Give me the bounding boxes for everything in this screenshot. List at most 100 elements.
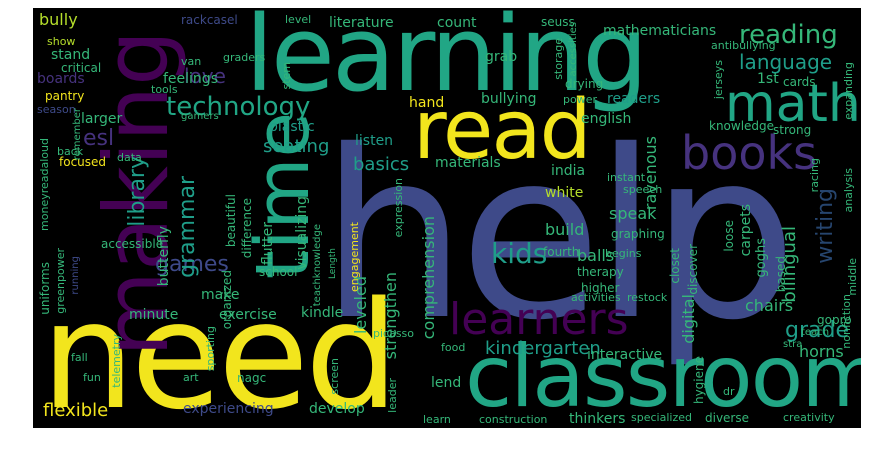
- word-grab: grab: [485, 49, 518, 65]
- word-closet: closet: [668, 248, 682, 284]
- word-speak: speak: [609, 204, 657, 223]
- word-readers: readers: [607, 91, 661, 107]
- word-running: running: [70, 256, 81, 295]
- word-technology: technology: [166, 92, 311, 122]
- word-kindle: kindle: [301, 305, 344, 321]
- word-kindergarten: kindergarten: [485, 338, 601, 359]
- word-make: make: [201, 287, 240, 303]
- word-fourth: fourth: [543, 245, 580, 259]
- word-bullying: bullying: [481, 91, 537, 107]
- word-basics: basics: [353, 154, 410, 175]
- word-bully: bully: [39, 10, 78, 29]
- word-cloud: help need learning classroom making read…: [33, 8, 861, 428]
- word-build: build: [545, 220, 585, 239]
- word-help: help: [320, 101, 797, 371]
- word-learning: learning: [245, 8, 648, 115]
- word-larger: larger: [81, 111, 123, 127]
- word-minute: minute: [129, 307, 179, 323]
- word-hand: hand: [409, 95, 445, 111]
- word-stand: stand: [51, 47, 91, 63]
- word-feelings: feelings: [163, 71, 218, 87]
- word-greenpower: greenpower: [54, 248, 67, 314]
- word-grade: grade: [785, 318, 849, 343]
- word-graders: graders: [223, 51, 266, 64]
- word-classroom: classroom: [465, 327, 861, 427]
- word-flutter: flutter: [260, 222, 276, 266]
- word-strengthen: strengthen: [381, 272, 400, 360]
- word-lend: lend: [431, 375, 462, 391]
- word-stem: stem: [280, 62, 293, 90]
- word-tools: tools: [151, 83, 178, 96]
- word-library: library: [125, 156, 150, 227]
- word-school: school: [259, 265, 298, 279]
- word-white: white: [545, 185, 584, 201]
- word-thinkers: thinkers: [569, 411, 626, 427]
- word-remember: remember: [72, 108, 83, 161]
- word-instant: instant: [607, 171, 646, 184]
- word-graphing: graphing: [611, 227, 665, 241]
- word-grammar: grammar: [175, 176, 200, 278]
- word-develop: develop: [309, 401, 365, 417]
- word-read: read: [413, 83, 592, 178]
- word-listen: listen: [355, 133, 394, 149]
- word-carpets: carpets: [738, 204, 754, 257]
- word-activities: activities: [571, 291, 621, 304]
- word-love: love: [184, 64, 226, 88]
- word-balls: balls: [577, 246, 615, 265]
- word-organized: organized: [220, 270, 234, 330]
- word-visualizing: visualizing: [294, 196, 310, 270]
- word-materials: materials: [435, 155, 501, 171]
- word-sporting: sporting: [204, 326, 217, 372]
- word-ravenous: ravenous: [641, 136, 660, 211]
- word-pantry: pantry: [45, 89, 85, 103]
- word-creativity: creativity: [783, 411, 835, 424]
- word-strong: strong: [773, 123, 812, 137]
- word-dr: dr: [723, 385, 735, 398]
- word-based: based: [774, 256, 788, 293]
- word-teach: teach: [801, 327, 830, 338]
- word-seuss: seuss: [541, 15, 575, 29]
- word-goghs: goghs: [754, 238, 769, 278]
- word-boards: boards: [37, 71, 85, 87]
- word-rackcasel: rackcasel: [181, 13, 238, 27]
- word-analysis: analysis: [842, 168, 855, 213]
- word-butterfly: butterfly: [156, 226, 172, 287]
- word-diverse: diverse: [705, 411, 750, 425]
- word-india: india: [551, 163, 586, 179]
- word-construction: construction: [479, 413, 548, 426]
- word-gamers: gamers: [181, 111, 219, 122]
- word-books: books: [681, 126, 818, 180]
- word-count: count: [437, 15, 477, 31]
- word-chairs: chairs: [745, 296, 794, 315]
- word-jerseys: jerseys: [712, 60, 725, 100]
- word-racing: racing: [808, 158, 821, 193]
- word-leader: leader: [386, 378, 399, 413]
- word-antibullying: antibullying: [711, 39, 776, 52]
- word-drying: drying: [565, 77, 604, 91]
- word-accessible: accessible: [101, 237, 164, 251]
- word-food: food: [441, 341, 466, 354]
- word-level: level: [285, 13, 312, 26]
- word-specialized: specialized: [631, 411, 692, 424]
- word-nagc: nagc: [237, 371, 267, 385]
- word-experiencing: experiencing: [183, 401, 274, 417]
- word-expression: expression: [392, 178, 405, 238]
- word-accessities: accessities: [568, 22, 579, 77]
- word-exercise: exercise: [219, 307, 277, 323]
- word-learn: learn: [423, 413, 451, 426]
- word-show: show: [47, 35, 76, 48]
- word-engagement: engagement: [348, 222, 361, 292]
- word-length: Length: [328, 248, 338, 280]
- word-flexible: flexible: [43, 400, 109, 421]
- word-1st: 1st: [757, 71, 779, 87]
- word-storage: storage: [552, 38, 565, 80]
- word-art: art: [183, 371, 199, 384]
- word-season: season: [37, 103, 76, 116]
- word-fun: fun: [83, 371, 101, 384]
- word-picasso: picasso: [373, 327, 415, 340]
- word-van: van: [181, 55, 202, 68]
- word-interactive: interactive: [587, 347, 663, 363]
- word-reading: reading: [739, 20, 838, 50]
- word-restock: restock: [627, 291, 668, 304]
- word-telemetry: telemetry: [110, 334, 123, 388]
